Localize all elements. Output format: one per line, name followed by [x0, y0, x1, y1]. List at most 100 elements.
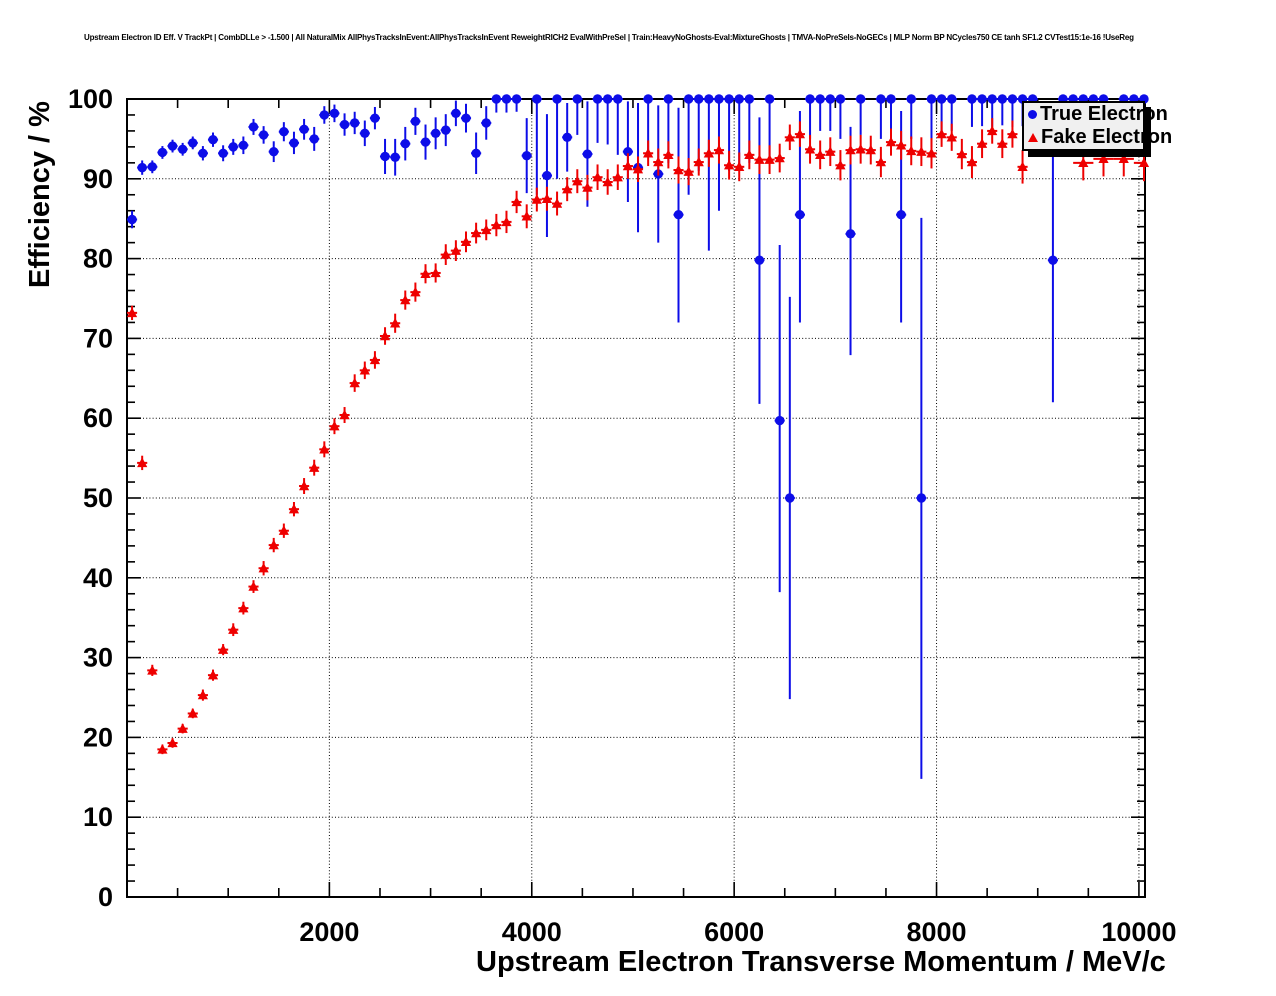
data-point: [704, 94, 714, 104]
data-point: [754, 154, 765, 164]
data-point: [450, 245, 461, 255]
data-point: [451, 108, 461, 119]
data-point: [673, 210, 684, 220]
data-point: [359, 364, 370, 375]
data-point: [916, 493, 927, 503]
data-point: [278, 525, 289, 535]
data-point: [1017, 161, 1028, 172]
data-point: [299, 124, 309, 135]
data-point: [987, 125, 998, 136]
data-point: [926, 94, 937, 104]
data-point: [380, 151, 390, 162]
data-point: [976, 138, 988, 148]
data-point: [997, 94, 1008, 104]
data-point: [248, 122, 259, 132]
data-point: [632, 163, 644, 174]
data-point: [188, 138, 198, 148]
legend-label-true-electron: True Electron: [1040, 103, 1168, 125]
circle-marker-icon: [1028, 110, 1037, 119]
data-point: [309, 462, 320, 472]
data-point: [319, 110, 330, 120]
y-tick-label: 80: [83, 244, 113, 274]
data-point: [137, 162, 147, 173]
data-point: [400, 294, 411, 305]
data-point: [612, 171, 623, 182]
data-point: [562, 183, 573, 194]
data-point: [926, 147, 937, 158]
tick-labels: 2000 4000 6000 8000 10000 0 10 20 30 40 50 60 70 80 90…: [68, 84, 1177, 947]
data-point: [613, 94, 623, 104]
data-point: [430, 128, 441, 139]
data-point: [1118, 153, 1129, 164]
data-point: [430, 267, 441, 278]
data-point: [420, 137, 431, 147]
data-point: [360, 128, 370, 139]
legend-label-fake-electron: Fake Electron: [1041, 126, 1173, 148]
data-point: [977, 94, 987, 104]
data-point: [865, 144, 876, 155]
data-point: [734, 161, 745, 172]
data-point: [177, 144, 188, 154]
x-tick-label: 8000: [907, 917, 967, 947]
data-point: [147, 162, 157, 172]
data-point: [663, 94, 674, 104]
data-point: [602, 94, 613, 104]
data-point: [744, 94, 755, 104]
data-point: [723, 159, 735, 170]
data-point: [400, 138, 410, 149]
data-point: [967, 94, 977, 104]
data-point: [329, 420, 340, 431]
data-point: [349, 377, 360, 388]
data-point: [744, 149, 755, 160]
data-point: [258, 130, 269, 140]
data-point: [248, 581, 259, 591]
data-point: [683, 94, 694, 104]
data-point: [815, 149, 826, 160]
error-bars: [127, 118, 1145, 755]
data-point: [288, 503, 300, 514]
data-point: [471, 148, 481, 158]
legend: True Electron Fake Electron: [1022, 101, 1172, 151]
data-point: [208, 134, 218, 145]
data-point: [774, 152, 785, 163]
data-point: [855, 94, 866, 104]
data-point: [713, 144, 725, 155]
data-point: [804, 143, 816, 154]
data-point: [623, 146, 633, 157]
data-point: [987, 94, 997, 104]
data-point: [228, 624, 239, 634]
data-point: [532, 94, 542, 104]
data-point: [551, 198, 563, 208]
data-point: [268, 539, 279, 550]
data-point: [420, 268, 431, 278]
data-point: [410, 286, 421, 297]
data-point: [379, 330, 391, 341]
data-point: [896, 210, 906, 220]
data-point: [906, 145, 917, 156]
data-point: [886, 94, 896, 104]
data-point: [491, 94, 502, 104]
data-point: [592, 94, 603, 104]
data-point: [471, 227, 482, 238]
y-tick-label: 0: [98, 882, 113, 912]
data-point: [269, 146, 279, 157]
data-point: [370, 113, 380, 123]
data-point: [238, 602, 249, 613]
data-point: [440, 249, 451, 259]
data-point: [258, 562, 269, 573]
y-tick-label: 60: [83, 403, 113, 433]
data-point: [1138, 157, 1150, 168]
data-point: [552, 94, 562, 104]
data-point: [1098, 153, 1109, 164]
data-point: [966, 156, 978, 167]
y-tick-label: 90: [83, 164, 113, 194]
data-point: [157, 743, 168, 754]
data-point: [238, 140, 249, 150]
data-point: [653, 156, 664, 167]
data-point: [1078, 157, 1089, 168]
data-point: [329, 108, 340, 119]
data-point: [522, 150, 532, 161]
data-point: [805, 94, 815, 104]
